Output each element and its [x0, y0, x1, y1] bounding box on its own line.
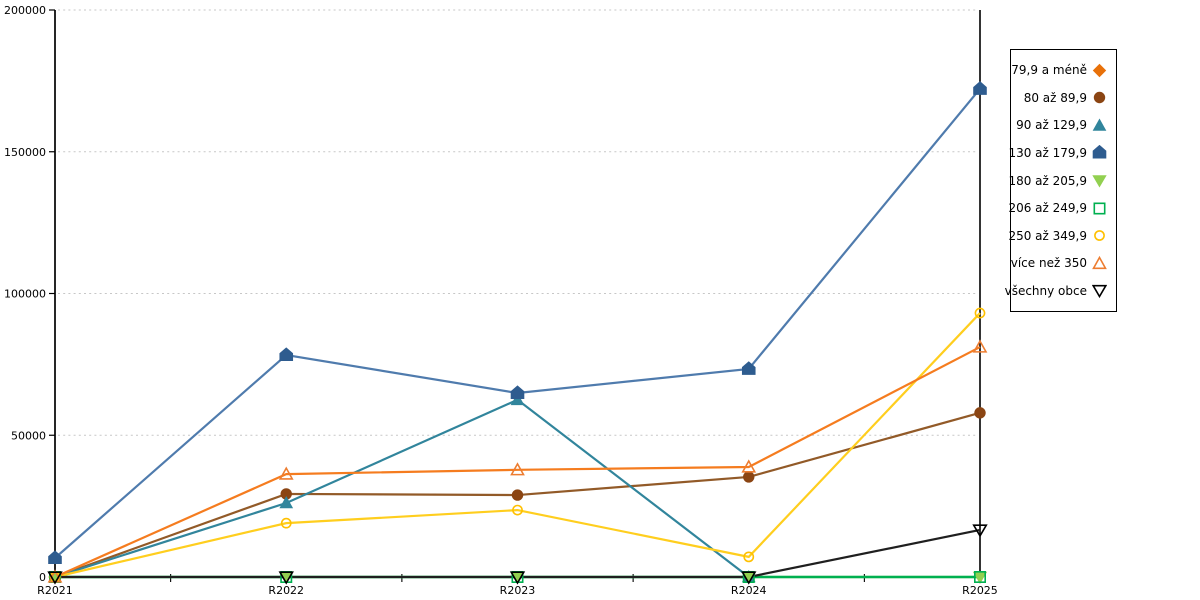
marker-250-a-349-9-R2025: [974, 307, 986, 319]
pentagon-filled-icon: [1092, 145, 1107, 159]
square-outline-icon: [1093, 202, 1106, 215]
marker-v-echny-obce-R2022: [278, 571, 294, 585]
legend-item-206-a-249-9: 206 až 249,9: [1008, 194, 1116, 222]
marker-v-ce-ne-350-R2025: [972, 339, 988, 353]
legend-label: všechny obce: [1004, 283, 1087, 298]
marker-90-a-129-9-R2022: [279, 495, 294, 509]
series-line-130-a-179-9: [54, 88, 981, 559]
legend-label: 79,9 a méně: [1011, 63, 1087, 78]
x-tick-label: R2025: [962, 584, 998, 597]
marker-80-a-89-9-R2023: [511, 489, 524, 501]
x-tick-label: R2023: [500, 584, 536, 597]
legend-marker-shape: [1092, 118, 1107, 131]
marker-v-ce-ne-350-R2022: [278, 466, 294, 480]
marker-206-a-249-9-R2025: [974, 571, 986, 583]
marker-130-a-179-9-R2022: [279, 347, 294, 362]
legend-label: více než 350: [1010, 256, 1087, 271]
triangle-up-filled-icon: [1092, 118, 1107, 131]
legend-label: 206 až 249,9: [1008, 201, 1087, 216]
y-tick-label: 150000: [4, 146, 46, 159]
series-line-90-a-129-9: [54, 398, 750, 579]
triangle-down-outline-icon: [1092, 285, 1107, 299]
legend-marker-shape: [1093, 92, 1106, 104]
marker-v-echny-obce-R2023: [509, 571, 526, 585]
circle-outline-icon: [1094, 230, 1105, 242]
x-tick-label: R2021: [37, 584, 73, 597]
marker-130-a-179-9-R2024: [741, 361, 756, 375]
x-tick-label: R2022: [268, 584, 304, 597]
legend-item-v-echny-obce: všechny obce: [1005, 277, 1116, 305]
marker-v-echny-obce-R2025: [972, 524, 988, 538]
legend-marker-shape: [1092, 285, 1107, 299]
legend-marker-shape: [1092, 145, 1107, 159]
marker-250-a-349-9-R2022: [280, 517, 292, 529]
y-tick-label: 200000: [4, 4, 46, 17]
marker-130-a-179-9-R2023: [510, 385, 525, 400]
marker-90-a-129-9-R2023: [510, 392, 525, 406]
triangle-down-filled-icon: [1092, 175, 1107, 188]
diamond-filled-icon: [1092, 63, 1107, 77]
legend-marker-shape: [1092, 255, 1107, 269]
series-line-v-ce-ne-350: [54, 346, 981, 579]
marker-v-echny-obce-R2021: [47, 571, 63, 585]
legend-item-180-a-205-9: 180 až 205,9: [1008, 167, 1116, 195]
legend-item-79-9-a-m-n: 79,9 a méně: [1011, 56, 1116, 84]
legend-item-250-a-349-9: 250 až 349,9: [1008, 222, 1116, 250]
legend-label: 80 až 89,9: [1023, 90, 1087, 105]
legend-item-80-a-89-9: 80 až 89,9: [1011, 84, 1116, 112]
legend-item-v-ce-ne-350: více než 350: [1011, 249, 1116, 277]
legend-label: 90 až 129,9: [1016, 118, 1087, 133]
chart-legend: 79,9 a méně 80 až 89,9 90 až 129,9 130 až 1…: [1005, 49, 1117, 312]
legend-item-90-a-129-9: 90 až 129,9: [1011, 112, 1116, 140]
y-tick-label: 0: [39, 571, 46, 584]
marker-v-ce-ne-350-R2023: [510, 462, 525, 476]
legend-marker-shape: [1093, 202, 1106, 215]
marker-80-a-89-9-R2025: [974, 407, 986, 419]
circle-filled-icon: [1093, 92, 1106, 104]
marker-130-a-179-9-R2021: [48, 550, 62, 565]
series-line-250-a-349-9: [54, 312, 981, 579]
marker-130-a-179-9-R2025: [973, 81, 987, 95]
legend-label: 250 až 349,9: [1008, 228, 1087, 243]
marker-250-a-349-9-R2024: [743, 551, 755, 563]
marker-80-a-89-9-R2024: [743, 471, 755, 483]
marker-v-ce-ne-350-R2024: [741, 459, 757, 473]
triangle-up-outline-icon: [1092, 255, 1107, 269]
legend-marker-shape: [1092, 175, 1107, 188]
legend-label: 130 až 179,9: [1008, 145, 1087, 160]
x-tick-label: R2024: [731, 584, 767, 597]
legend-label: 180 až 205,9: [1008, 173, 1087, 188]
legend-marker-shape: [1092, 63, 1107, 77]
y-tick-label: 100000: [4, 288, 46, 301]
y-tick-label: 50000: [11, 429, 46, 442]
legend-marker-shape: [1094, 230, 1105, 242]
series-line-v-echny-obce: [55, 528, 981, 579]
marker-v-echny-obce-R2024: [741, 571, 757, 585]
legend-item-130-a-179-9: 130 až 179,9: [1008, 139, 1116, 167]
marker-250-a-349-9-R2023: [512, 504, 523, 516]
